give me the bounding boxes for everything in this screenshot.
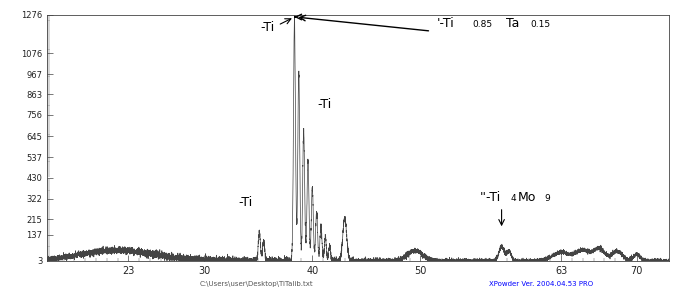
Text: 0.85: 0.85 bbox=[473, 20, 493, 29]
Text: Mo: Mo bbox=[518, 191, 536, 204]
Text: 4: 4 bbox=[510, 194, 516, 203]
Text: -Ti: -Ti bbox=[318, 98, 332, 111]
Text: 9: 9 bbox=[545, 194, 551, 203]
Text: 0.15: 0.15 bbox=[531, 20, 551, 29]
Text: -Ti: -Ti bbox=[238, 196, 252, 209]
Text: '-Ti: '-Ti bbox=[437, 17, 454, 30]
Text: ''-Ti: ''-Ti bbox=[480, 191, 501, 204]
Text: -Ti: -Ti bbox=[260, 21, 274, 34]
Text: Ta: Ta bbox=[502, 17, 523, 30]
Text: C:\Users\user\Desktop\TiTalib.txt: C:\Users\user\Desktop\TiTalib.txt bbox=[200, 281, 314, 287]
Text: XPowder Ver. 2004.04.53 PRO: XPowder Ver. 2004.04.53 PRO bbox=[489, 281, 593, 287]
